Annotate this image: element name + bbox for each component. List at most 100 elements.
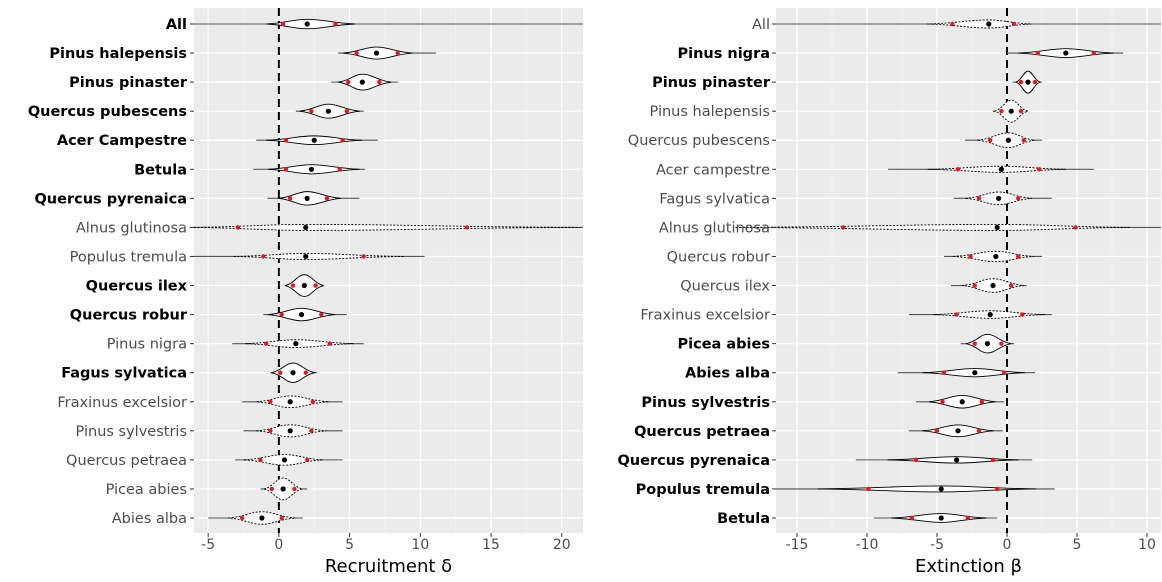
p0-category-label: Quercus ilex <box>86 279 188 295</box>
interval-point <box>995 486 1000 492</box>
interval-point <box>999 108 1004 114</box>
interval-point <box>263 341 269 346</box>
interval-point <box>1021 138 1026 143</box>
interval-point <box>309 108 314 114</box>
mean-point <box>280 486 286 492</box>
interval-point <box>1032 79 1038 85</box>
p0-violin-abies-alba <box>208 511 303 525</box>
interval-point <box>324 196 330 201</box>
interval-point <box>395 50 400 56</box>
p1-category-label: Quercus petraea <box>634 424 770 440</box>
p0-category-label: Quercus petraea <box>66 453 187 469</box>
p1-x-tick-label: -15 <box>786 537 809 553</box>
interval-point <box>934 428 940 434</box>
interval-point <box>909 515 914 521</box>
interval-point <box>361 254 366 259</box>
p0-category-label: Acer Campestre <box>57 133 187 149</box>
p0-x-tick-label: 20 <box>553 537 571 553</box>
interval-point <box>258 457 263 463</box>
interval-point <box>354 50 359 56</box>
interval-point <box>340 138 345 143</box>
p0-violin-quercus-petraea <box>235 454 343 466</box>
p0-violin-quercus-pubescens <box>295 103 364 119</box>
p0-x-tick-label: 15 <box>482 537 500 553</box>
mean-point <box>303 253 309 260</box>
interval-point <box>304 457 310 463</box>
p0-x-tick-label: 5 <box>345 537 354 553</box>
interval-point <box>941 370 947 375</box>
interval-point <box>954 312 959 317</box>
interval-point <box>1018 79 1024 85</box>
mean-point <box>311 137 317 143</box>
interval-point <box>968 254 973 259</box>
p1-violin-pinus-nigra <box>1007 48 1124 58</box>
interval-point <box>235 225 241 230</box>
p1-x-tick-label: 10 <box>1138 537 1156 553</box>
mean-point <box>990 282 996 289</box>
mean-point <box>954 457 960 463</box>
p0-category-label: Fagus sylvatica <box>61 366 187 382</box>
p0-category-label: Pinus halepensis <box>49 46 187 62</box>
interval-point <box>972 341 977 346</box>
mean-point <box>938 486 944 492</box>
interval-point <box>1016 254 1021 259</box>
mean-point <box>293 341 299 347</box>
mean-point <box>955 428 961 434</box>
mean-point <box>325 108 331 114</box>
interval-point <box>333 21 338 27</box>
p0-category-label: Picea abies <box>106 482 187 498</box>
interval-point <box>972 283 977 288</box>
mean-point <box>959 399 965 405</box>
p1-x-tick-label: -10 <box>856 537 879 553</box>
mean-point <box>303 224 309 231</box>
interval-point <box>283 167 289 172</box>
p1-category-label: Quercus ilex <box>680 279 770 295</box>
interval-point <box>345 79 351 85</box>
interval-point <box>279 515 284 521</box>
p1-category-label: Fraxinus excelsior <box>640 308 770 324</box>
p1-plot-background <box>776 8 1161 533</box>
p1-violin-alnus-glutinosa <box>735 223 1161 231</box>
mean-point <box>987 311 993 318</box>
interval-point <box>327 341 332 346</box>
p0-violin-picea-abies <box>260 477 308 501</box>
p1-violin-picea-abies <box>960 333 1014 354</box>
p1-category-label: Pinus nigra <box>677 46 770 62</box>
mean-point <box>287 428 293 434</box>
p1-category-label: Quercus robur <box>667 249 770 265</box>
interval-point <box>337 167 342 172</box>
mean-point <box>301 282 307 289</box>
interval-point <box>344 108 349 114</box>
interval-point <box>283 138 289 143</box>
p0-category-label: Pinus pinaster <box>69 75 188 91</box>
p0-violin-all <box>194 18 583 30</box>
violin-shape <box>266 18 356 30</box>
interval-point <box>310 399 316 404</box>
p0-violin-alnus-glutinosa <box>190 223 583 231</box>
p0-category-label: Quercus robur <box>70 308 188 324</box>
interval-point <box>1011 21 1017 27</box>
p1-category-label: Quercus pyrenaica <box>617 453 770 469</box>
mean-point <box>1063 50 1069 56</box>
interval-point <box>319 312 324 317</box>
mean-point <box>984 341 991 347</box>
mean-point <box>938 515 944 521</box>
interval-point <box>990 457 996 463</box>
p1-category-label: Populus tremula <box>636 482 770 498</box>
violin-shape <box>817 485 1037 493</box>
p0-violin-pinus-nigra <box>232 339 364 348</box>
interval-point <box>976 428 982 434</box>
p1-category-label: Pinus pinaster <box>652 75 771 91</box>
p0-x-tick-label: 10 <box>411 537 429 553</box>
p0-violin-pinus-pinaster <box>331 73 398 91</box>
p0-plot-background <box>194 8 583 533</box>
interval-point <box>1020 312 1025 317</box>
interval-point <box>1037 167 1042 172</box>
interval-point <box>268 428 273 434</box>
interval-point <box>955 167 961 172</box>
p0-violin-fraxinus-excelsior <box>242 395 343 409</box>
p1-category-label: Abies alba <box>685 366 770 382</box>
extinction-panel: All Pinus nigra Pinus pinaster Pinus halepe… <box>617 8 1161 577</box>
interval-point <box>866 486 871 492</box>
